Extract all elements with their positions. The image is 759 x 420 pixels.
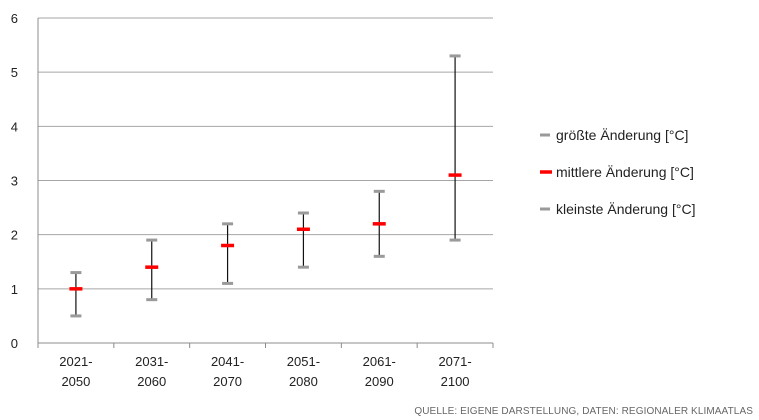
mean-marker-0 — [69, 287, 83, 291]
max-marker-4 — [373, 189, 385, 193]
y-tick-labels: 0 1 2 3 4 5 6 — [11, 11, 18, 351]
x-tick-labels: 2021- 2050 2031- 2060 2041- 2070 2051- 2080 2061… — [59, 354, 471, 389]
max-marker-0 — [70, 271, 82, 275]
mean-marker-5 — [448, 173, 462, 177]
legend-swatch-0 — [540, 133, 550, 137]
x-tick-label-3-1: 2080 — [289, 374, 318, 389]
legend-label-0: größte Änderung [°C] — [556, 127, 688, 143]
legend: größte Änderung [°C] mittlere Änderung [°… — [540, 127, 695, 217]
legend-swatch-2 — [540, 207, 550, 211]
min-marker-4 — [373, 254, 385, 258]
x-tick-label-3-0: 2051- — [287, 354, 320, 369]
y-tick-label-6: 6 — [11, 11, 18, 26]
y-tick-label-2: 2 — [11, 228, 18, 243]
x-tick-label-4-1: 2090 — [365, 374, 394, 389]
gridlines — [38, 17, 493, 290]
mean-marker-3 — [296, 227, 310, 231]
mean-marker-2 — [221, 243, 235, 248]
y-tick-label-0: 0 — [11, 336, 18, 351]
x-tick-label-1-1: 2060 — [137, 374, 166, 389]
min-marker-2 — [222, 281, 234, 285]
x-tick-label-2-1: 2070 — [213, 374, 242, 389]
axes — [37, 18, 494, 348]
mean-marker-4 — [372, 222, 386, 226]
y-tick-label-1: 1 — [11, 282, 18, 297]
x-tick-label-5-0: 2071- — [438, 354, 471, 369]
data-markers — [69, 54, 462, 318]
y-tick-label-5: 5 — [11, 65, 18, 80]
min-marker-1 — [146, 298, 158, 302]
x-tick-label-0-1: 2050 — [61, 374, 90, 389]
max-marker-2 — [222, 222, 234, 226]
max-marker-5 — [449, 54, 461, 58]
max-marker-3 — [297, 211, 309, 215]
y-tick-label-4: 4 — [11, 119, 18, 134]
mean-marker-1 — [145, 265, 159, 269]
x-tick-label-4-0: 2061- — [363, 354, 396, 369]
legend-label-1: mittlere Änderung [°C] — [556, 164, 694, 180]
range-lines — [75, 55, 456, 316]
x-tick-label-2-0: 2041- — [211, 354, 244, 369]
legend-swatch-1 — [540, 170, 552, 174]
max-marker-1 — [146, 238, 158, 242]
source-note: QUELLE: EIGENE DARSTELLUNG, DATEN: REGIO… — [414, 406, 753, 417]
min-marker-3 — [297, 265, 309, 269]
y-tick-label-3: 3 — [11, 174, 18, 189]
legend-label-2: kleinste Änderung [°C] — [556, 201, 695, 217]
x-tick-label-1-0: 2031- — [135, 354, 168, 369]
min-marker-0 — [70, 314, 82, 318]
x-tick-label-0-0: 2021- — [59, 354, 92, 369]
min-marker-5 — [449, 238, 461, 242]
x-tick-label-5-1: 2100 — [441, 374, 470, 389]
